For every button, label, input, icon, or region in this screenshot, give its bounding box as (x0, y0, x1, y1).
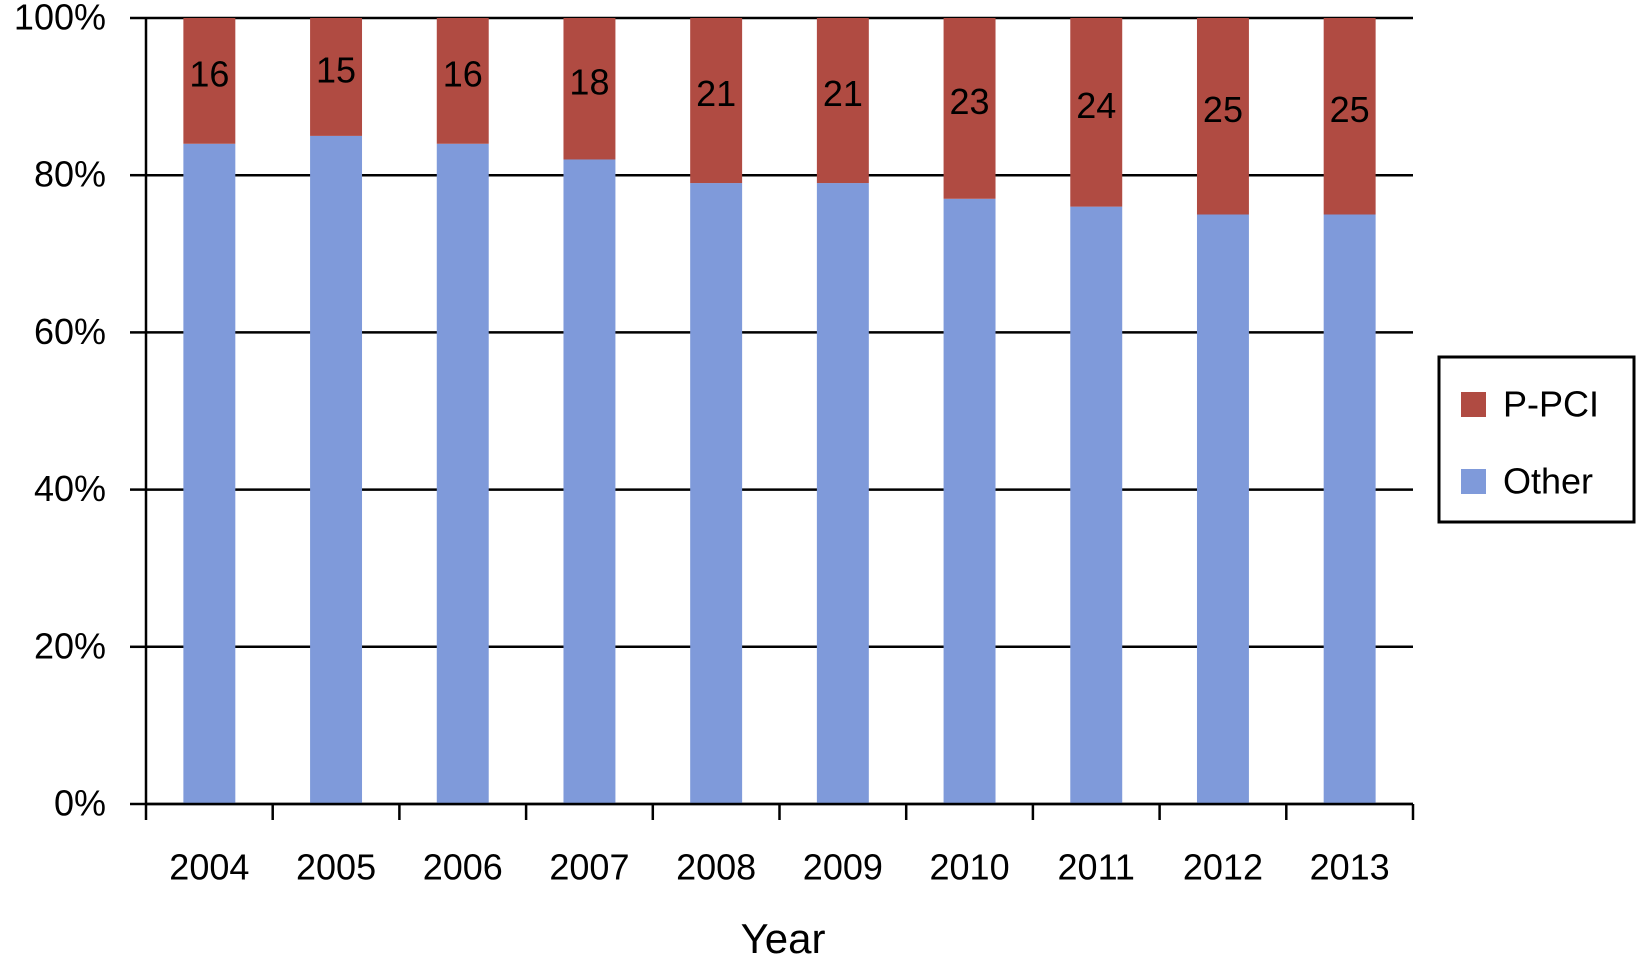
data-label: 16 (189, 53, 229, 94)
y-tick-label: 0% (54, 783, 106, 824)
x-tick-label: 2005 (296, 847, 376, 888)
data-label: 25 (1203, 89, 1243, 130)
data-label: 15 (316, 49, 356, 90)
data-label: 21 (696, 73, 736, 114)
bar-segment (436, 18, 489, 144)
x-tick-label: 2007 (549, 847, 629, 888)
legend-swatch (1461, 469, 1486, 494)
bar-segment (563, 159, 616, 805)
bar-segment (690, 18, 743, 184)
bar-segment (1070, 18, 1123, 207)
x-tick-label: 2011 (1058, 847, 1135, 888)
bar-segment (816, 183, 869, 804)
x-tick-label: 2009 (803, 847, 883, 888)
y-tick-label: 100% (14, 0, 106, 38)
x-tick-label: 2006 (423, 847, 503, 888)
x-axis-label: Year (741, 915, 826, 962)
x-tick-label: 2004 (169, 847, 249, 888)
legend-label: Other (1503, 461, 1593, 502)
y-tick-label: 60% (34, 311, 106, 352)
bar-segment (436, 143, 489, 804)
data-label: 25 (1330, 89, 1370, 130)
x-tick-label: 2008 (676, 847, 756, 888)
data-label: 23 (950, 81, 990, 122)
bar-segment (563, 18, 616, 160)
bar-segment (310, 18, 363, 136)
y-tick-label: 40% (34, 468, 106, 509)
legend-swatch (1461, 392, 1486, 417)
y-tick-label: 20% (34, 625, 106, 666)
legend-label: P-PCI (1503, 384, 1599, 425)
data-label: 16 (443, 53, 483, 94)
bar-segment (1323, 18, 1376, 215)
bar-segment (1196, 214, 1249, 804)
bar-segment (943, 198, 996, 804)
bar-segment (816, 18, 869, 184)
x-tick-label: 2010 (930, 847, 1010, 888)
y-tick-label: 80% (34, 154, 106, 195)
bar-segment (1323, 214, 1376, 804)
bar-segment (943, 18, 996, 199)
bar-segment (690, 183, 743, 804)
bar-segment (183, 143, 236, 804)
bar-segment (310, 135, 363, 804)
x-tick-label: 2012 (1183, 847, 1263, 888)
data-label: 24 (1076, 85, 1116, 126)
bar-segment (183, 18, 236, 144)
data-label: 18 (569, 61, 609, 102)
bar-segment (1070, 206, 1123, 804)
x-tick-label: 2013 (1310, 847, 1390, 888)
bar-segment (1196, 18, 1249, 215)
legend-box (1437, 355, 1636, 524)
data-label: 21 (823, 73, 863, 114)
